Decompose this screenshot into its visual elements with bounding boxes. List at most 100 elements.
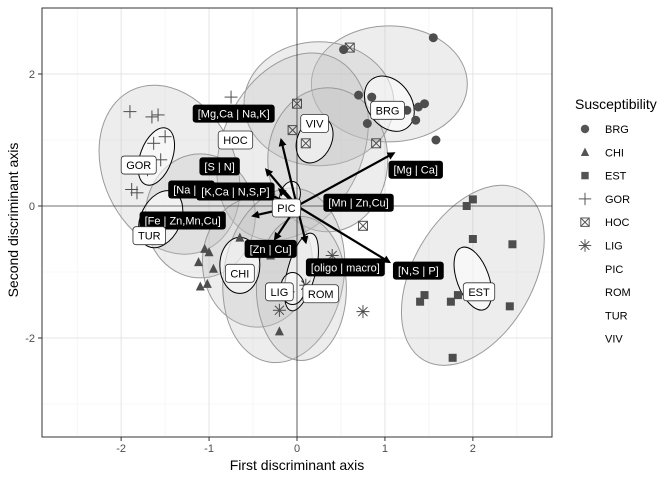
legend-entry-chi: CHI xyxy=(580,147,624,159)
point-hoc xyxy=(344,42,355,53)
variable-label-box xyxy=(192,104,275,123)
group-label-pic-text: PIC xyxy=(277,203,295,215)
legend-key-est xyxy=(581,171,589,180)
variable-label: [N,S | P] xyxy=(392,261,444,280)
variable-label-text: [N,S | P] xyxy=(398,266,439,278)
point-hoc-box xyxy=(287,125,298,136)
variable-label: [Zn | Cu] xyxy=(244,239,297,258)
legend-label-pic: PIC xyxy=(605,264,623,276)
group-label-gor: GOR xyxy=(120,155,157,175)
axis-ticks: -2 -1 0 1 2 -2 0 2 xyxy=(25,69,476,455)
point-gor xyxy=(224,90,238,104)
group-label-gor-box xyxy=(120,155,157,175)
variable-label-box xyxy=(305,258,385,277)
variable-label: [S | N] xyxy=(199,157,240,176)
variable-arrow xyxy=(296,152,396,207)
variable-arrow xyxy=(296,205,392,264)
point-hoc xyxy=(371,138,382,149)
group-label-chi: CHI xyxy=(224,263,255,283)
point-hoc-box xyxy=(300,138,311,149)
group-label-tur: TUR xyxy=(132,226,166,246)
group-label-viv-box xyxy=(300,114,329,133)
legend-entry-pic: PIC xyxy=(605,264,623,276)
group-label-chi-box xyxy=(224,263,255,283)
x-axis-title: First discriminant axis xyxy=(230,457,365,473)
point-brg xyxy=(354,90,364,100)
legend-entry-est: EST xyxy=(581,171,627,183)
point-brg xyxy=(339,45,349,55)
point-est xyxy=(446,297,455,306)
group-label-lig-box xyxy=(265,282,294,302)
point-chi xyxy=(200,243,210,253)
x-tick-label: 2 xyxy=(470,443,476,455)
point-est xyxy=(468,195,477,204)
point-est xyxy=(420,291,429,300)
point-est xyxy=(462,202,471,210)
point-est xyxy=(508,240,517,249)
point-est xyxy=(448,353,457,362)
group-label-lig-text: LIG xyxy=(271,287,289,299)
variable-arrow xyxy=(278,138,299,207)
group-label-brg-box xyxy=(370,100,405,120)
legend: Susceptibility BRG CHI EST GOR HOC LIG PIC ROM T… xyxy=(575,96,657,346)
variable-label: [oligo | macro] xyxy=(305,258,385,277)
point-chi xyxy=(235,232,245,242)
group-label-est-box xyxy=(462,282,496,302)
variable-label: [Mn | Zn,Cu] xyxy=(323,193,394,212)
group-label-rom-text: ROM xyxy=(308,289,334,301)
point-hoc-d2 xyxy=(292,98,302,109)
point-hoc-box xyxy=(344,42,355,53)
variable-label-text: [Mg,Ca | Na,K] xyxy=(198,109,270,121)
point-brg xyxy=(362,119,372,128)
series-hoc xyxy=(287,42,382,231)
point-hoc-d2 xyxy=(287,125,298,135)
point-hoc xyxy=(287,125,298,136)
point-hoc-box xyxy=(371,138,382,149)
legend-label-brg: BRG xyxy=(605,124,629,136)
point-brg xyxy=(431,135,441,145)
legend-label-hoc: HOC xyxy=(605,217,630,229)
legend-label-est: EST xyxy=(605,171,627,183)
variable-label-text: [S | N] xyxy=(204,161,234,173)
point-gor xyxy=(125,183,139,196)
group-label-rom: ROM xyxy=(302,284,339,304)
legend-entry-rom: ROM xyxy=(605,287,631,299)
legend-entry-viv: VIV xyxy=(605,334,623,346)
variable-label-box xyxy=(388,160,443,179)
x-tick-label: 0 xyxy=(294,443,300,455)
legend-entry-gor: GOR xyxy=(578,192,630,206)
point-hoc-d2 xyxy=(344,42,355,53)
legend-entry-brg: BRG xyxy=(580,124,629,136)
group-label-hoc-box xyxy=(217,130,254,150)
x-tick-label: 1 xyxy=(382,443,388,455)
point-chi xyxy=(195,281,205,291)
group-label-pic: PIC xyxy=(271,198,302,218)
group-label-viv-text: VIV xyxy=(306,119,324,131)
legend-key-lig xyxy=(578,239,592,252)
variable-label-text: [Fe | Zn,Mn,Cu] xyxy=(145,216,221,228)
variable-labels: [Mg,Ca | Na,K][S | N][Na | K][K,Ca | N,S… xyxy=(139,104,444,280)
y-axis-title: Second discriminant axis xyxy=(5,143,21,298)
plot-panel: [Mg,Ca | Na,K][S | N][Na | K][K,Ca | N,S… xyxy=(25,7,553,455)
group-label-tur-text: TUR xyxy=(138,231,161,243)
legend-label-tur: TUR xyxy=(605,310,628,322)
group-label-hoc: HOC xyxy=(217,130,254,150)
point-brg xyxy=(428,33,438,43)
point-hoc xyxy=(300,138,311,149)
point-chi xyxy=(202,278,212,288)
variable-label-text: [oligo | macro] xyxy=(311,262,380,274)
group-label-tur-box xyxy=(132,226,166,246)
point-gor xyxy=(158,130,172,144)
point-brg xyxy=(420,99,429,109)
variable-label-box xyxy=(244,239,297,258)
legend-key-hoc xyxy=(580,217,590,227)
point-chi xyxy=(208,263,218,273)
point-est xyxy=(453,291,462,300)
variable-label-box xyxy=(196,182,275,201)
group-label-est-text: EST xyxy=(468,287,490,299)
legend-key-lig-d xyxy=(580,240,590,251)
legend-key-hoc-d2 xyxy=(580,217,590,227)
group-label-hoc-text: HOC xyxy=(223,135,248,147)
variable-label: [Fe | Zn,Mn,Cu] xyxy=(139,211,226,230)
